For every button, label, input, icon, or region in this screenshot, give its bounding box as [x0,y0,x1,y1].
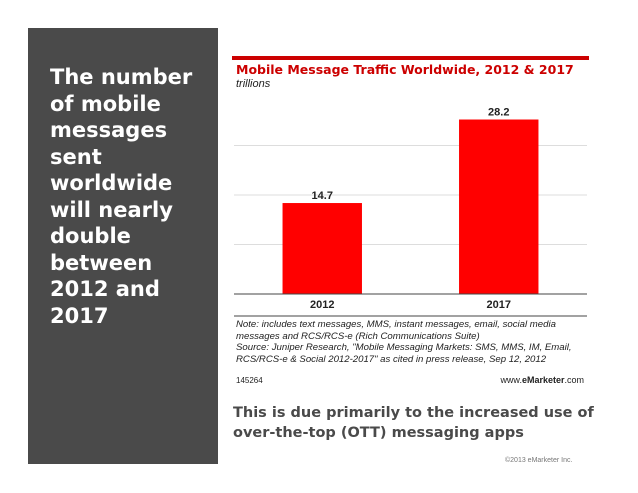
note-text: Note: includes text messages, MMS, insta… [236,319,556,342]
copyright-text: ©2013 eMarketer Inc. [505,457,573,464]
chart-note: Note: includes text messages, MMS, insta… [236,319,586,365]
caption-text: This is due primarily to the increased u… [233,405,594,441]
chart-unit: trillions [236,78,271,90]
bar-chart: 14.7 2012 28.2 2017 [234,107,587,317]
chart-top-rule [232,56,589,60]
chart-footer: 145264 www.eMarketer.com [236,374,586,388]
x-tick-label-2012: 2012 [310,299,334,311]
chart-id: 145264 [236,376,263,385]
brand-prefix: www. [500,375,522,385]
data-label-2012: 14.7 [312,190,333,202]
brand-suffix: .com [564,375,584,385]
brand-logo: www.eMarketer.com [500,375,584,385]
headline-text: The number of mobile messages sent world… [50,65,193,328]
bar-2017 [459,119,539,294]
chart-card: Mobile Message Traffic Worldwide, 2012 &… [232,56,589,390]
x-tick-label-2017: 2017 [487,299,511,311]
bar-2012 [282,203,362,294]
data-label-2017: 28.2 [488,107,509,119]
brand-name: eMarketer [521,375,565,385]
chart-title: Mobile Message Traffic Worldwide, 2012 &… [236,62,574,77]
headline-panel [28,28,218,464]
source-text: Source: Juniper Research, "Mobile Messag… [236,342,572,365]
